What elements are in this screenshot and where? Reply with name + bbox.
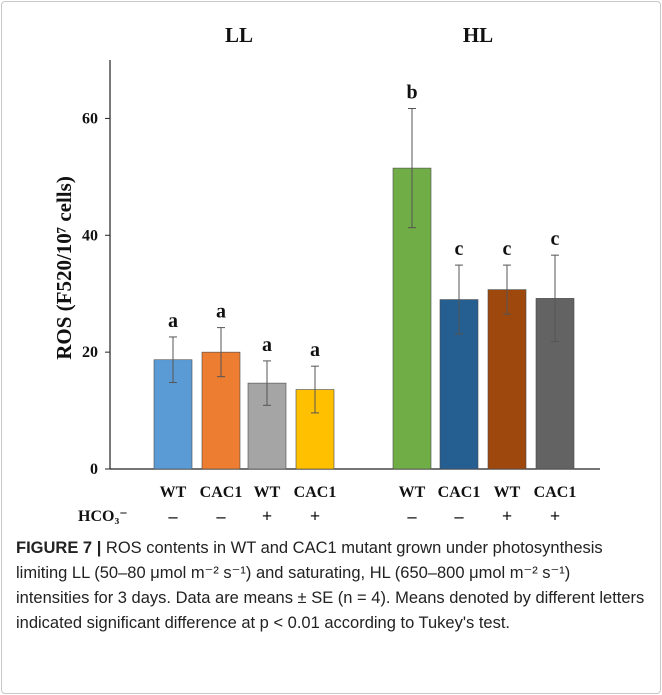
significance-letter: a (310, 339, 320, 361)
x-category-label: WT (160, 484, 187, 501)
hco3-row-label: HCO₃⁻ (78, 508, 128, 525)
caption-label: FIGURE 7 (16, 539, 106, 557)
chart-marks: a WT – a CAC1 – a WT + a CAC1 + b WT – c CAC1 – c WT + c CAC1 + (153, 81, 577, 526)
group-label-hl: HL (463, 23, 493, 47)
hco3-sign-label: – (168, 506, 179, 526)
x-category-label: WT (399, 484, 426, 501)
x-category-label: WT (494, 484, 521, 501)
x-category-label: CAC1 (534, 484, 577, 501)
hco3-sign-label: + (550, 506, 560, 526)
significance-letter: a (216, 301, 226, 323)
hco3-sign-label: + (310, 506, 320, 526)
y-tick-label: 0 (90, 461, 98, 478)
figure-caption: FIGURE 7ROS contents in WT and CAC1 muta… (16, 536, 646, 636)
y-tick-label: 60 (82, 110, 98, 127)
hco3-sign-label: + (502, 506, 512, 526)
y-axis-label: ROS (F520/10⁷ cells) (52, 176, 76, 360)
caption-text: ROS contents in WT and CAC1 mutant grown… (16, 539, 645, 632)
bar (487, 289, 527, 470)
group-label-ll: LL (225, 23, 253, 47)
x-category-label: CAC1 (294, 484, 337, 501)
y-tick-label: 20 (82, 344, 98, 361)
significance-letter: a (168, 310, 178, 332)
hco3-sign-label: – (407, 506, 418, 526)
hco3-sign-label: + (262, 506, 272, 526)
significance-letter: a (262, 334, 272, 356)
significance-letter: b (406, 81, 417, 103)
x-category-label: CAC1 (200, 484, 243, 501)
y-tick-label: 40 (82, 227, 98, 244)
bar-chart: 0 20 40 60 a WT – a CAC1 – a WT + a CAC1 + b WT – c CAC1 – c W… (52, 23, 600, 526)
significance-letter: c (551, 228, 560, 250)
significance-letter: c (455, 238, 464, 260)
x-category-label: WT (254, 484, 281, 501)
hco3-sign-label: – (454, 506, 465, 526)
significance-letter: c (503, 238, 512, 260)
hco3-sign-label: – (216, 506, 227, 526)
x-category-label: CAC1 (438, 484, 481, 501)
